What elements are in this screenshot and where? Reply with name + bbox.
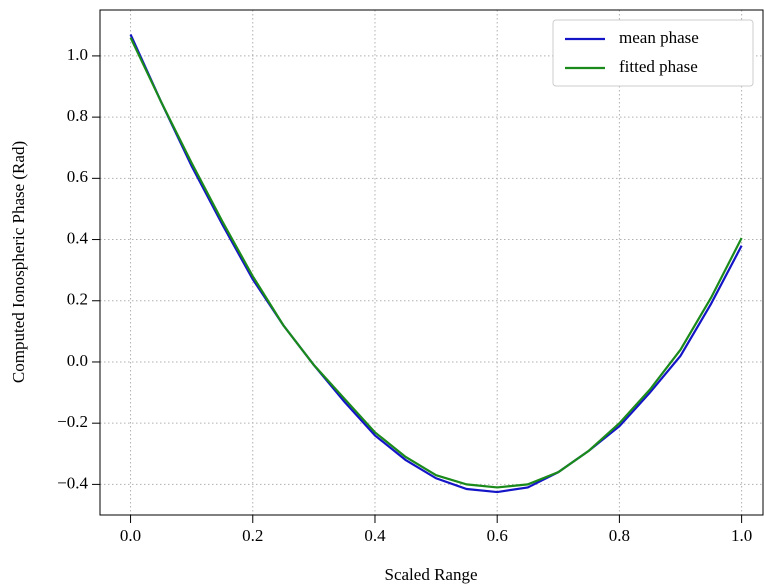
x-tick-label: 0.6 bbox=[487, 526, 508, 545]
y-tick-label: 1.0 bbox=[67, 45, 88, 64]
plot-frame bbox=[99, 9, 764, 516]
y-tick-label: 0.8 bbox=[67, 106, 88, 125]
y-tick-label: −0.4 bbox=[57, 473, 88, 492]
x-axis-label: Scaled Range bbox=[385, 565, 478, 584]
y-axis-label: Computed Ionospheric Phase (Rad) bbox=[9, 141, 28, 383]
legend-label: fitted phase bbox=[619, 57, 698, 76]
x-tick-label: 0.0 bbox=[120, 526, 141, 545]
y-tick-label: −0.2 bbox=[57, 412, 88, 431]
line-series bbox=[129, 37, 743, 489]
x-tick-label: 0.2 bbox=[242, 526, 263, 545]
y-tick-label: 0.2 bbox=[67, 290, 88, 309]
y-tick-label: 0.0 bbox=[67, 351, 88, 370]
x-tick-label: 0.4 bbox=[364, 526, 386, 545]
legend-box bbox=[552, 19, 754, 87]
legend-label: mean phase bbox=[619, 28, 699, 47]
x-tick-label: 1.0 bbox=[731, 526, 752, 545]
y-tick-label: 0.6 bbox=[67, 167, 88, 186]
y-tick-label: 0.4 bbox=[67, 228, 89, 247]
line-series bbox=[129, 34, 743, 494]
x-tick-label: 0.8 bbox=[609, 526, 630, 545]
